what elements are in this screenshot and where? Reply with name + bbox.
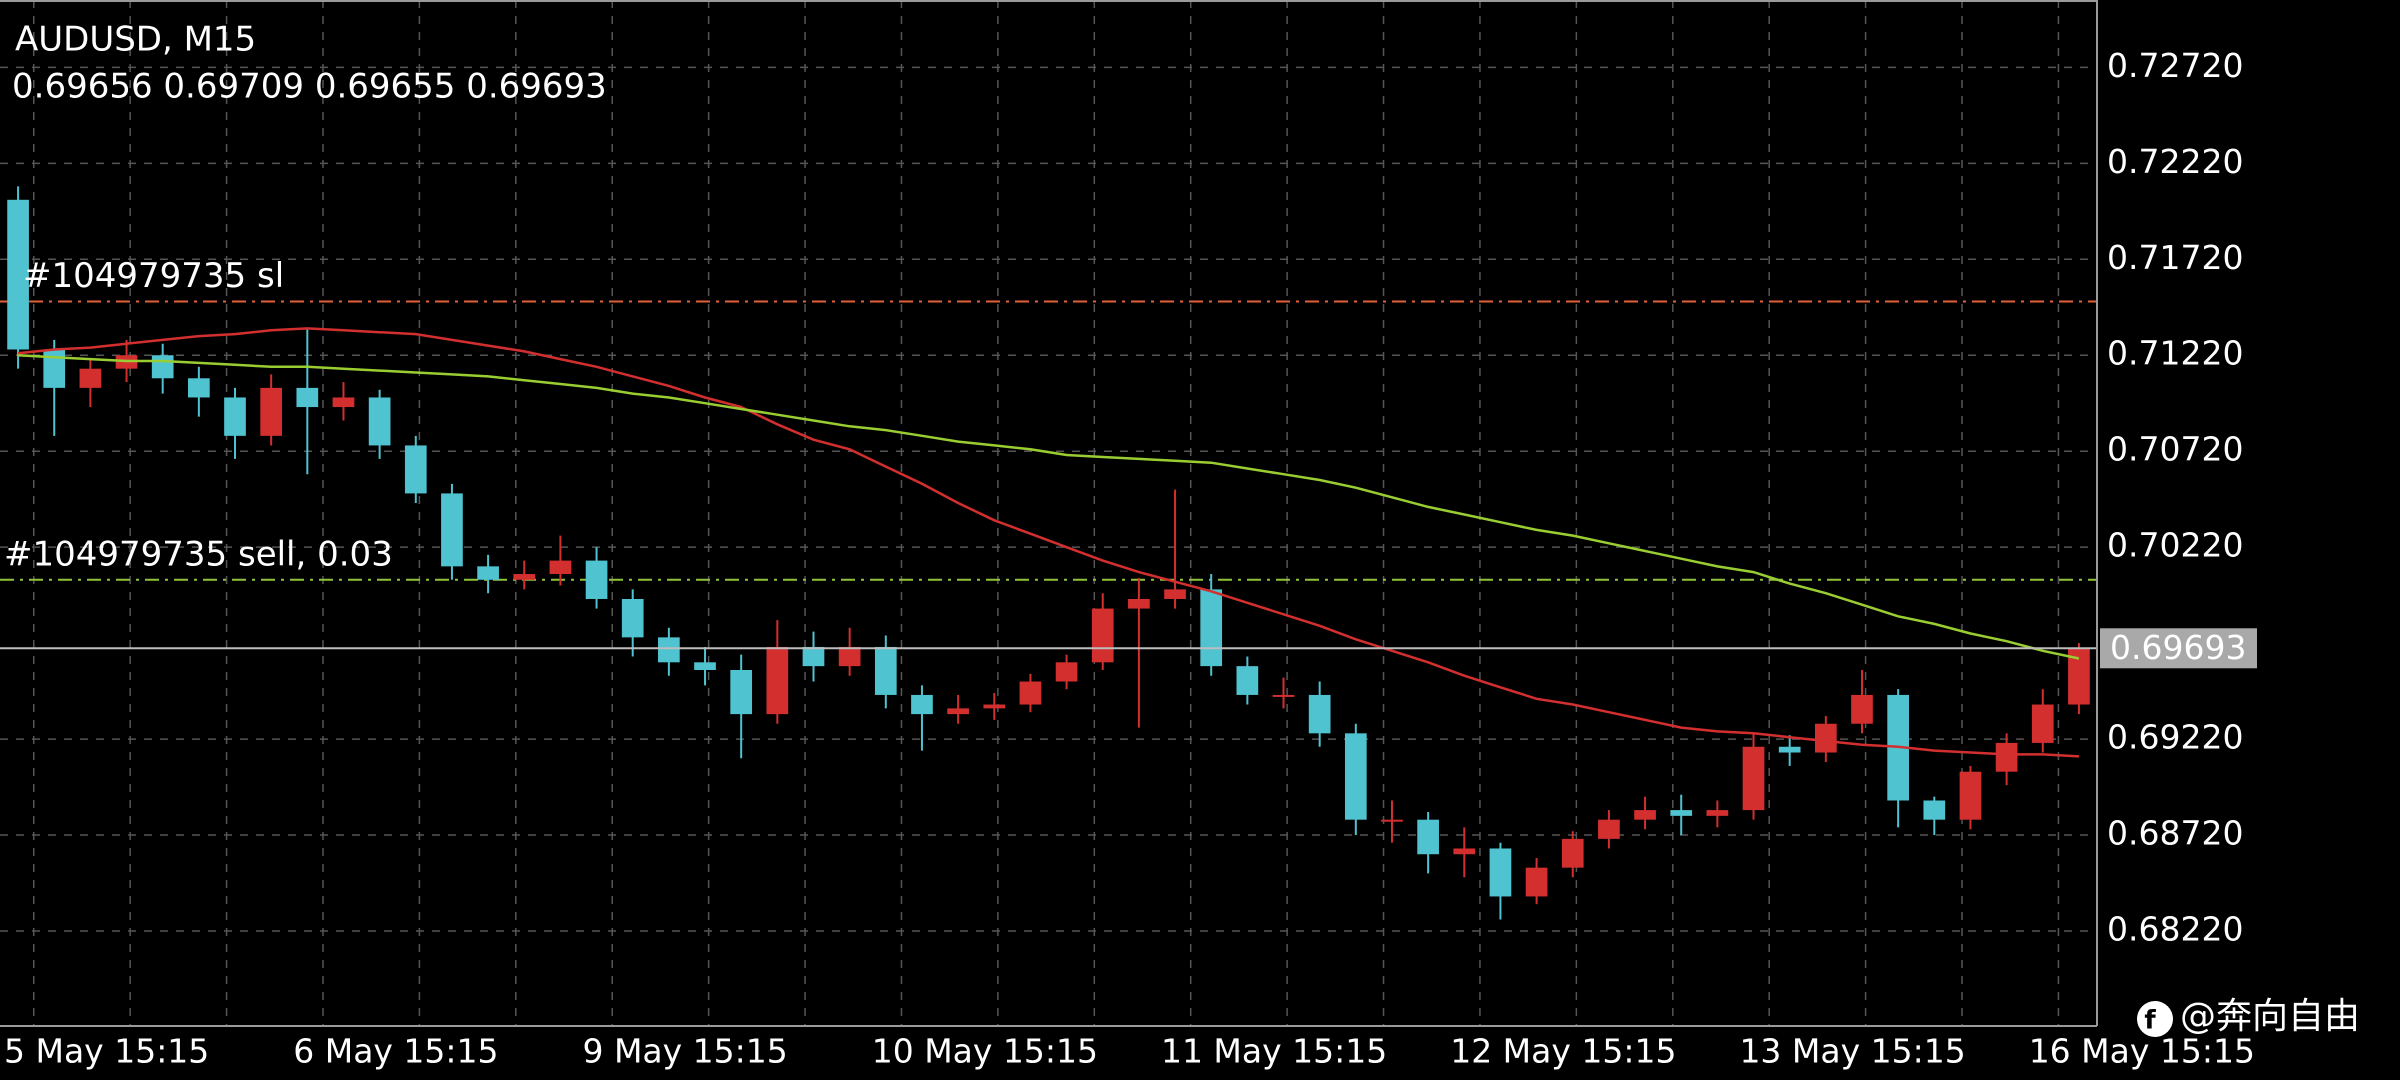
symbol-title: AUDUSD, M15 bbox=[15, 20, 256, 60]
candle-body bbox=[621, 598, 644, 638]
candle-body bbox=[694, 662, 716, 670]
candle-body bbox=[332, 397, 355, 408]
watermark-text: @奔向自由 bbox=[2180, 996, 2360, 1037]
candle-body bbox=[1923, 800, 1946, 820]
watermark: f @奔向自由 bbox=[2137, 996, 2360, 1037]
x-tick-label: 9 May 15:15 bbox=[582, 1032, 787, 1071]
candle-body bbox=[79, 368, 102, 388]
x-tick-label: 16 May 15:15 bbox=[2029, 1032, 2255, 1071]
x-tick-label: 10 May 15:15 bbox=[872, 1032, 1098, 1071]
candle-body bbox=[1598, 819, 1620, 839]
order-label: #104979735 sell, 0.03 bbox=[4, 534, 393, 574]
candle-body bbox=[947, 708, 969, 715]
candle-body bbox=[404, 445, 427, 494]
bid-label-box bbox=[2100, 628, 2257, 669]
candle-body bbox=[802, 646, 825, 667]
candle-body bbox=[1634, 810, 1656, 820]
candle-body bbox=[983, 704, 1006, 709]
y-tick-label: 0.71220 bbox=[2107, 334, 2243, 373]
candle-body bbox=[1019, 681, 1042, 705]
candle-body bbox=[1706, 810, 1729, 816]
x-tick-label: 13 May 15:15 bbox=[1739, 1032, 1965, 1071]
candle-body bbox=[1308, 694, 1331, 734]
candle-body bbox=[1344, 733, 1367, 820]
y-tick-label: 0.68720 bbox=[2107, 814, 2243, 853]
candle-body bbox=[658, 637, 680, 663]
candle-body bbox=[1453, 848, 1476, 855]
candle-body bbox=[766, 646, 789, 715]
candle-body bbox=[43, 349, 66, 388]
y-tick-label: 0.68220 bbox=[2107, 910, 2243, 949]
moving-average-line bbox=[17, 327, 2079, 758]
candle-body bbox=[224, 397, 246, 436]
y-tick-label: 0.70220 bbox=[2107, 526, 2243, 565]
candle-body bbox=[260, 387, 283, 436]
candle-body bbox=[585, 560, 608, 599]
candle-body bbox=[1091, 608, 1114, 663]
candle-body bbox=[188, 378, 210, 398]
candle-body bbox=[1814, 723, 1837, 753]
candle-body bbox=[1128, 598, 1150, 609]
candle-body bbox=[1489, 848, 1512, 897]
candle-body bbox=[151, 355, 174, 379]
candle-body bbox=[838, 646, 861, 667]
candle-body bbox=[296, 387, 319, 408]
candle-body bbox=[1525, 867, 1548, 897]
candle-body bbox=[549, 560, 572, 575]
candle-body bbox=[1055, 662, 1078, 682]
candle-body bbox=[1670, 810, 1693, 816]
candle-body bbox=[1236, 666, 1259, 695]
candle-body bbox=[7, 199, 29, 350]
candle-body bbox=[2068, 648, 2090, 705]
candle-body bbox=[1381, 819, 1403, 822]
y-tick-label: 0.71720 bbox=[2107, 238, 2243, 277]
plot-area bbox=[0, 186, 2097, 920]
x-tick-label: 6 May 15:15 bbox=[293, 1032, 498, 1071]
candle-body bbox=[730, 669, 753, 715]
y-tick-label: 0.72220 bbox=[2107, 142, 2243, 181]
candle-body bbox=[1272, 694, 1295, 697]
order-label: #104979735 sl bbox=[23, 256, 284, 296]
y-tick-label: 0.72720 bbox=[2107, 46, 2243, 85]
candle-body bbox=[874, 646, 897, 695]
y-tick-label: 0.70720 bbox=[2107, 430, 2243, 469]
x-tick-label: 12 May 15:15 bbox=[1450, 1032, 1676, 1071]
candle-body bbox=[513, 574, 536, 580]
candle-body bbox=[1851, 694, 1873, 724]
candle-body bbox=[477, 566, 499, 580]
moving-average-line bbox=[18, 353, 2080, 660]
x-tick-label: 5 May 15:15 bbox=[4, 1032, 209, 1071]
candle-body bbox=[1778, 746, 1801, 753]
candle-body bbox=[1200, 589, 1223, 667]
watermark-icon-glyph: f bbox=[2144, 1006, 2156, 1036]
y-tick-label: 0.69220 bbox=[2107, 718, 2243, 757]
watermark-icon bbox=[2137, 1001, 2173, 1037]
candle-body bbox=[1417, 819, 1439, 855]
bid-label: 0.69693 bbox=[2110, 628, 2246, 667]
x-tick-label: 11 May 15:15 bbox=[1161, 1032, 1387, 1071]
candle-body bbox=[368, 397, 391, 446]
candle-body bbox=[441, 493, 463, 567]
candle-body bbox=[2031, 704, 2054, 743]
grid bbox=[0, 0, 2097, 1026]
candle-body bbox=[911, 694, 933, 715]
candle-body bbox=[1995, 742, 2018, 772]
candle-body bbox=[1959, 771, 1982, 820]
candle-body bbox=[1164, 589, 1186, 599]
candle-body bbox=[1742, 746, 1765, 811]
candle-body bbox=[1561, 838, 1584, 868]
ohlc-readout: 0.69656 0.69709 0.69655 0.69693 bbox=[12, 67, 607, 107]
